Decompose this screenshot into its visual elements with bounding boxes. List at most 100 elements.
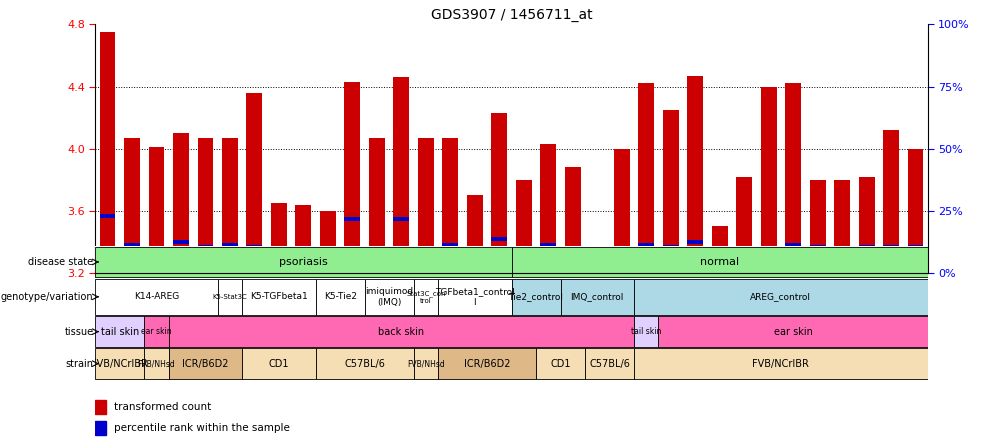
Bar (907, 245, 923, 249)
Bar (148, 248, 164, 252)
Bar (271, 203, 287, 273)
Bar (711, 257, 726, 261)
Bar (633, 279, 927, 315)
Bar (613, 149, 629, 273)
Text: transformed count: transformed count (114, 402, 211, 412)
Bar (344, 82, 360, 273)
Bar (221, 138, 237, 273)
Bar (418, 138, 433, 273)
Bar (882, 130, 898, 273)
Text: psoriasis: psoriasis (279, 257, 328, 267)
Bar (296, 205, 311, 273)
Bar (197, 138, 213, 273)
Text: C57BL/6: C57BL/6 (344, 359, 385, 369)
Bar (438, 348, 535, 379)
Bar (241, 279, 316, 315)
Bar (438, 279, 511, 315)
Text: ear skin: ear skin (141, 327, 171, 336)
Text: percentile rank within the sample: percentile rank within the sample (114, 423, 290, 433)
Bar (491, 237, 507, 241)
Text: AREG_control: AREG_control (749, 292, 811, 301)
Bar (662, 110, 678, 273)
Bar (515, 180, 531, 273)
Bar (760, 87, 776, 273)
Bar (511, 246, 927, 278)
Bar (95, 316, 144, 347)
Bar (589, 266, 604, 273)
Bar (540, 144, 556, 273)
Bar (413, 279, 438, 315)
Bar (633, 348, 927, 379)
Bar (515, 248, 531, 252)
Bar (95, 400, 106, 414)
Text: C57BL/6: C57BL/6 (588, 359, 629, 369)
Text: tissue: tissue (64, 327, 93, 337)
Bar (785, 83, 801, 273)
Bar (168, 316, 633, 347)
Bar (369, 248, 385, 252)
Text: back skin: back skin (378, 327, 424, 337)
Bar (686, 76, 702, 273)
Bar (637, 243, 653, 247)
Bar (99, 32, 115, 273)
Text: strain: strain (65, 359, 93, 369)
Bar (95, 421, 106, 435)
Text: FVB/NHsd: FVB/NHsd (407, 359, 444, 368)
Bar (369, 138, 385, 273)
Bar (834, 248, 849, 252)
Bar (735, 253, 752, 256)
Bar (785, 243, 801, 247)
Bar (466, 253, 482, 256)
Text: Tie2_control: Tie2_control (508, 292, 563, 301)
Bar (466, 195, 482, 273)
Bar (168, 348, 241, 379)
Bar (320, 259, 336, 262)
Bar (858, 245, 874, 249)
Bar (246, 245, 263, 249)
Bar (442, 138, 458, 273)
Bar (535, 348, 584, 379)
Bar (662, 245, 678, 249)
Text: disease state: disease state (28, 257, 93, 267)
Bar (217, 279, 241, 315)
Text: K5-Stat3C: K5-Stat3C (212, 294, 247, 300)
Text: ICR/B6D2: ICR/B6D2 (463, 359, 510, 369)
Bar (491, 113, 507, 273)
Bar (173, 133, 188, 273)
Bar (320, 211, 336, 273)
Text: K14-AREG: K14-AREG (133, 292, 179, 301)
Text: Stat3C_con
trol: Stat3C_con trol (406, 290, 445, 304)
Text: CD1: CD1 (550, 359, 570, 369)
Bar (413, 348, 438, 379)
Bar (95, 279, 217, 315)
Bar (735, 177, 752, 273)
Bar (858, 177, 874, 273)
Text: TGFbeta1_control
l: TGFbeta1_control l (435, 287, 514, 306)
Bar (760, 248, 776, 252)
Bar (148, 147, 164, 273)
Bar (711, 226, 726, 273)
Text: FVB/NCrIBR: FVB/NCrIBR (91, 359, 148, 369)
Bar (144, 348, 168, 379)
Bar (316, 279, 365, 315)
Bar (589, 265, 604, 269)
Text: ear skin: ear skin (773, 327, 812, 337)
Bar (540, 243, 556, 247)
Bar (686, 240, 702, 244)
Bar (296, 259, 311, 262)
Bar (124, 138, 140, 273)
Bar (246, 93, 263, 273)
Text: CD1: CD1 (269, 359, 289, 369)
Bar (144, 316, 168, 347)
Bar (613, 248, 629, 252)
Text: tail skin: tail skin (100, 327, 138, 337)
Bar (393, 77, 409, 273)
Bar (560, 279, 633, 315)
Bar (221, 243, 237, 247)
Bar (197, 245, 213, 249)
Bar (633, 316, 657, 347)
Bar (809, 180, 825, 273)
Bar (564, 260, 580, 264)
Title: GDS3907 / 1456711_at: GDS3907 / 1456711_at (430, 8, 592, 22)
Bar (418, 248, 433, 252)
